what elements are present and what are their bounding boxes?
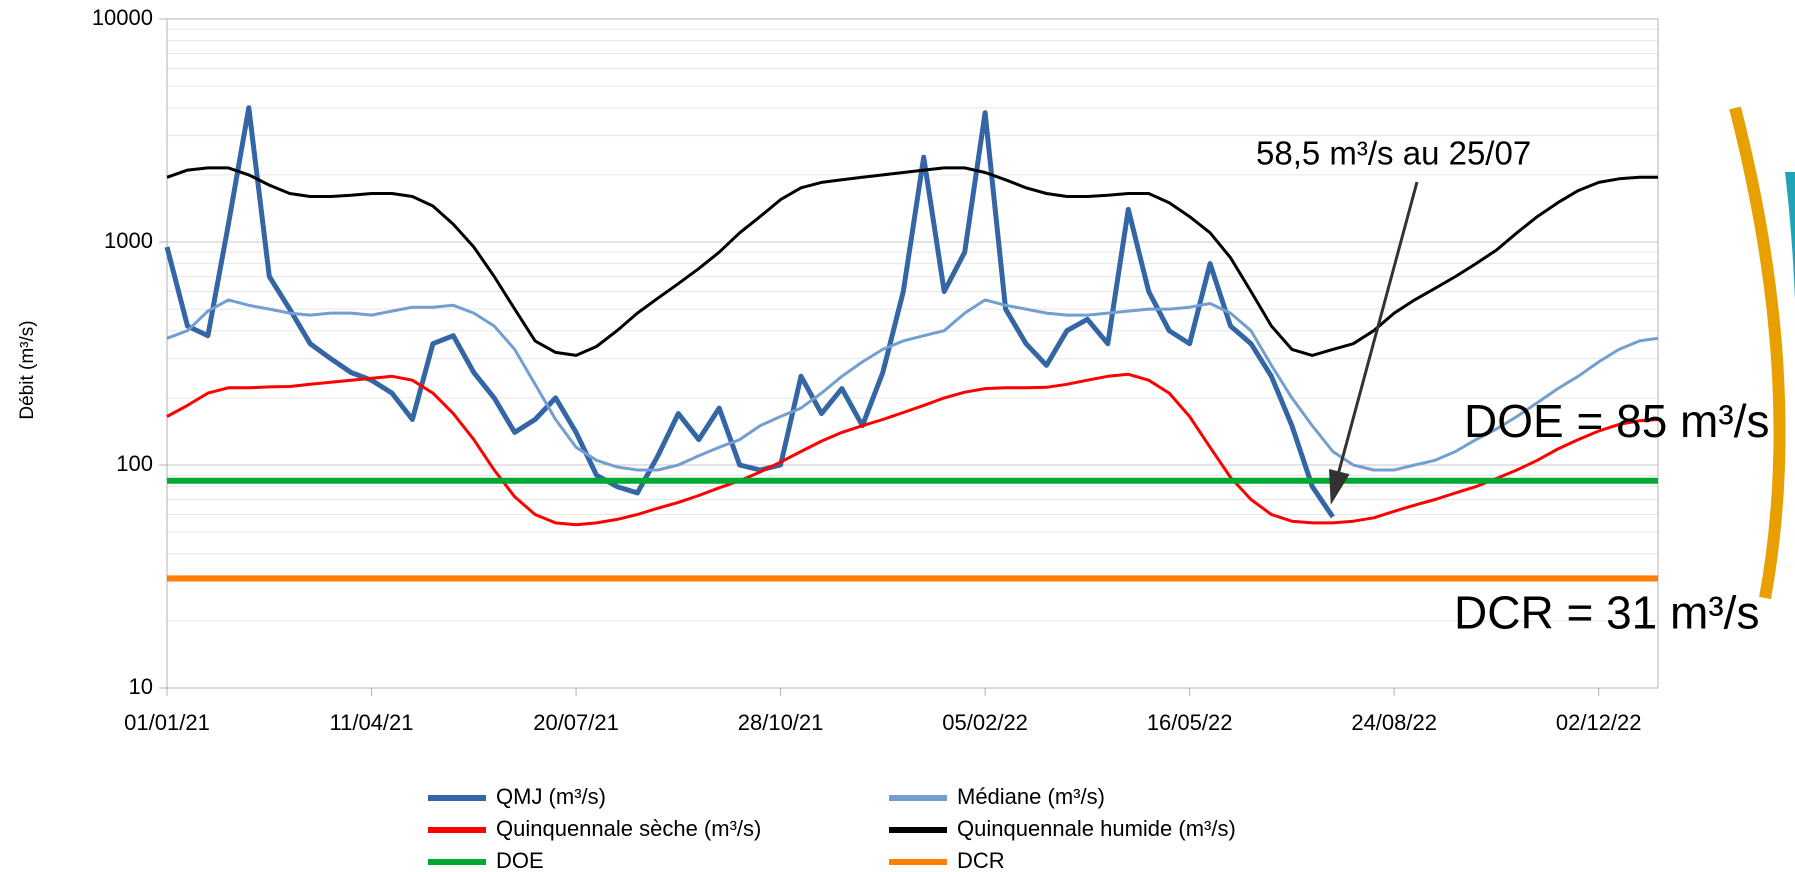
y-axis-label: Débit (m³/s) bbox=[17, 320, 38, 419]
legend-label: DOE bbox=[496, 848, 544, 872]
annotation-arrow bbox=[1334, 181, 1419, 484]
y-tick-label: 10000 bbox=[92, 5, 153, 30]
logo-arc bbox=[1729, 106, 1786, 600]
x-tick-label: 28/10/21 bbox=[738, 710, 824, 735]
x-tick-label: 24/08/22 bbox=[1351, 710, 1437, 735]
legend-label: Médiane (m³/s) bbox=[957, 784, 1105, 809]
logo-arc bbox=[1785, 172, 1795, 300]
annotation-arrowhead bbox=[1329, 469, 1350, 505]
legend-label: Quinquennale sèche (m³/s) bbox=[496, 816, 761, 841]
legend-label: Quinquennale humide (m³/s) bbox=[957, 816, 1236, 841]
x-tick-label: 20/07/21 bbox=[533, 710, 619, 735]
series-line bbox=[166, 372, 1659, 527]
series-line bbox=[164, 105, 1335, 519]
plot-frame bbox=[166, 18, 1659, 689]
legend-label: QMJ (m³/s) bbox=[496, 784, 606, 809]
y-tick-label: 1000 bbox=[104, 228, 153, 253]
annotation: DOE = 85 m³/s bbox=[1464, 395, 1769, 447]
x-tick-label: 16/05/22 bbox=[1147, 710, 1233, 735]
series-line bbox=[166, 298, 1659, 472]
annotation: 58,5 m³/s au 25/07 bbox=[1256, 135, 1531, 172]
y-tick-label: 100 bbox=[116, 451, 153, 476]
x-tick-label: 01/01/21 bbox=[124, 710, 210, 735]
series-line bbox=[166, 166, 1658, 357]
x-tick-label: 11/04/21 bbox=[330, 710, 414, 735]
x-tick-label: 02/12/22 bbox=[1556, 710, 1642, 735]
y-tick-label: 10 bbox=[129, 674, 153, 699]
annotation: DCR = 31 m³/s bbox=[1454, 587, 1759, 639]
legend-label: DCR bbox=[957, 848, 1005, 872]
x-tick-label: 05/02/22 bbox=[942, 710, 1028, 735]
